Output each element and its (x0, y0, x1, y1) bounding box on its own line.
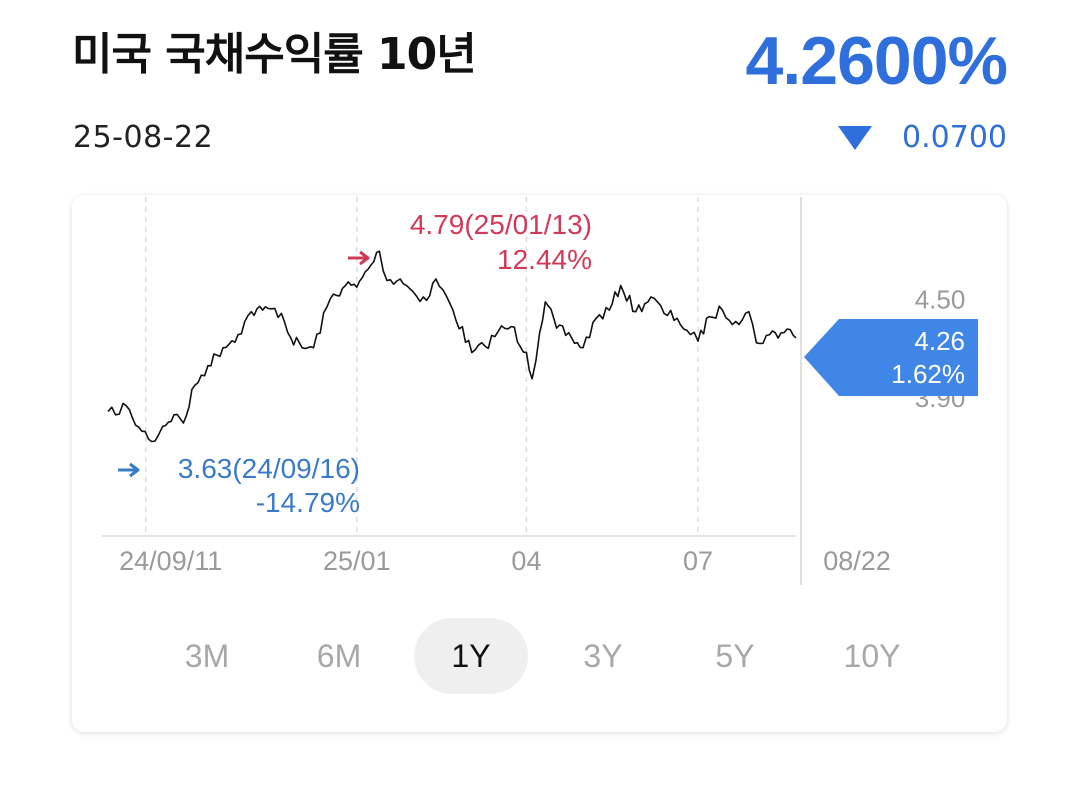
quote-date: 25-08-22 (73, 120, 214, 155)
instrument-title: 미국 국채수익률 10년 (72, 29, 477, 80)
period-6m[interactable]: 6M (316, 638, 362, 674)
current-pct: 1.62% (891, 359, 965, 389)
period-selector: 3M 6M 1Y 3Y 5Y 10Y (72, 618, 1007, 694)
period-5y[interactable]: 5Y (715, 638, 755, 674)
y-tick-label: 4.50 (915, 285, 966, 315)
price-change: 0.0700 (838, 120, 1007, 155)
x-tick-label: 04 (511, 546, 541, 576)
low-annotation-value: 3.63(24/09/16) (178, 453, 360, 484)
x-tick-label: 24/09/11 (119, 546, 222, 576)
x-tick-label: 25/01 (323, 546, 391, 576)
price-change-value: 0.0700 (902, 120, 1007, 155)
high-annotation-value: 4.79(25/01/13) (410, 209, 592, 240)
high-arrow-icon-head (359, 250, 370, 266)
current-price: 4.2600% (745, 23, 1008, 99)
current-value: 4.26 (914, 326, 965, 356)
period-10y[interactable]: 10Y (843, 638, 901, 674)
high-annotation-pct: 12.44% (497, 244, 592, 275)
low-arrow-icon-head (129, 462, 140, 478)
low-annotation-pct: -14.79% (256, 487, 360, 518)
period-1y[interactable]: 1Y (414, 618, 528, 694)
period-3y[interactable]: 3Y (583, 638, 623, 674)
period-3m[interactable]: 3M (184, 638, 230, 674)
x-tick-label: 08/22 (823, 546, 891, 576)
yield-line (107, 250, 797, 443)
x-tick-label: 07 (683, 546, 713, 576)
current-value-tag (804, 319, 978, 396)
chart-card: 3.90 4.50 24/09/11 25/01 04 07 08/22 4.79(25/01… (72, 195, 1007, 732)
down-triangle-icon (838, 125, 873, 150)
